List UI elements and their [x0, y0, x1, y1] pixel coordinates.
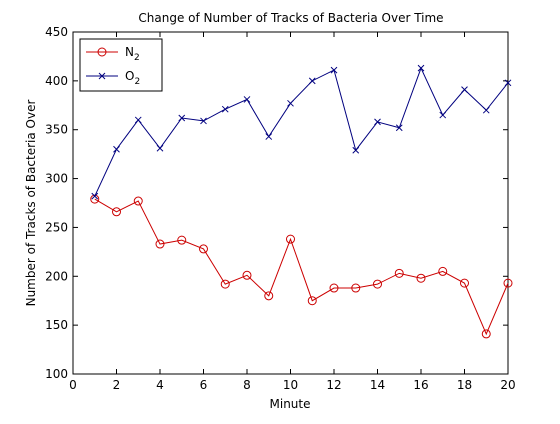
data-point-n2 — [460, 278, 469, 288]
data-point-o2 — [482, 106, 490, 114]
data-point-n2 — [177, 235, 187, 245]
data-point-n2 — [307, 296, 317, 306]
data-point-o2 — [287, 99, 294, 107]
data-point-o2 — [308, 77, 316, 85]
y-tick-label: 200 — [45, 269, 68, 283]
data-point-n2 — [503, 278, 513, 288]
data-point-o2 — [395, 124, 403, 132]
legend-label-o2: O2 — [125, 69, 140, 87]
data-point-o2 — [91, 192, 99, 200]
series-layer — [90, 64, 513, 339]
legend-marker-o2 — [98, 72, 106, 80]
y-axis-ticks: 100 150 200 250 300 350 400 450 — [45, 25, 508, 381]
x-tick-label: 12 — [326, 378, 341, 392]
legend-marker-n2 — [97, 47, 107, 57]
data-point-n2 — [416, 273, 426, 283]
data-point-o2 — [134, 116, 142, 124]
x-tick-label: 8 — [243, 378, 251, 392]
data-point-n2 — [220, 279, 230, 289]
legend-entry-o2: O2 — [86, 69, 140, 87]
data-point-o2 — [156, 144, 164, 152]
chart-title: Change of Number of Tracks of Bacteria O… — [138, 11, 443, 25]
legend-label-n2: N2 — [125, 45, 140, 63]
data-point-n2 — [155, 239, 165, 249]
legend-label-subscript: 2 — [134, 77, 140, 87]
data-point-o2 — [330, 66, 338, 74]
data-point-n2 — [394, 268, 404, 278]
x-tick-label: 4 — [156, 378, 164, 392]
y-tick-label: 400 — [45, 74, 68, 88]
x-tick-label: 16 — [413, 378, 428, 392]
y-tick-label: 300 — [45, 172, 68, 186]
y-tick-label: 450 — [45, 25, 68, 39]
y-tick-label: 350 — [45, 123, 68, 137]
data-point-o2 — [417, 64, 425, 72]
y-tick-label: 150 — [45, 318, 68, 332]
data-point-o2 — [243, 96, 251, 103]
series-n2 — [90, 194, 513, 339]
legend-entry-n2: N2 — [86, 45, 140, 63]
x-tick-label: 20 — [500, 378, 515, 392]
y-tick-label: 100 — [45, 367, 68, 381]
x-tick-label: 10 — [283, 378, 298, 392]
legend-box — [79, 38, 163, 92]
data-point-n2 — [481, 329, 491, 339]
data-point-o2 — [461, 86, 468, 94]
data-point-n2 — [199, 244, 208, 254]
data-point-o2 — [265, 133, 273, 140]
y-tick-label: 250 — [45, 220, 68, 234]
series-o2 — [91, 64, 512, 200]
data-point-o2 — [178, 114, 186, 122]
data-point-o2 — [439, 111, 447, 119]
data-point-o2 — [374, 118, 381, 126]
x-tick-label: 14 — [370, 378, 385, 392]
x-tick-label: 18 — [457, 378, 472, 392]
legend-label-main: N — [125, 45, 134, 59]
legend-label-subscript: 2 — [134, 53, 140, 63]
data-point-o2 — [200, 117, 207, 125]
data-point-n2 — [264, 291, 274, 301]
data-point-n2 — [351, 283, 361, 293]
x-tick-label: 2 — [113, 378, 121, 392]
data-point-n2 — [438, 266, 448, 276]
data-point-o2 — [221, 105, 229, 113]
data-point-o2 — [113, 145, 120, 153]
series-line-o2 — [94, 66, 509, 197]
data-point-n2 — [133, 196, 143, 206]
x-axis-ticks: 0 2 4 6 8 10 12 14 16 18 20 — [69, 32, 516, 392]
data-point-n2 — [329, 283, 339, 293]
x-tick-label: 6 — [200, 378, 208, 392]
data-point-n2 — [286, 234, 295, 244]
data-point-o2 — [504, 79, 512, 87]
x-tick-label: 0 — [69, 378, 77, 392]
x-axis-label: Minute — [270, 397, 311, 411]
data-point-n2 — [242, 270, 252, 280]
data-point-n2 — [373, 279, 382, 289]
data-point-n2 — [112, 207, 121, 217]
data-point-o2 — [352, 146, 360, 154]
y-axis-label: Number of Tracks of Bacteria Over — [24, 100, 38, 307]
legend-label-main: O — [125, 69, 134, 83]
